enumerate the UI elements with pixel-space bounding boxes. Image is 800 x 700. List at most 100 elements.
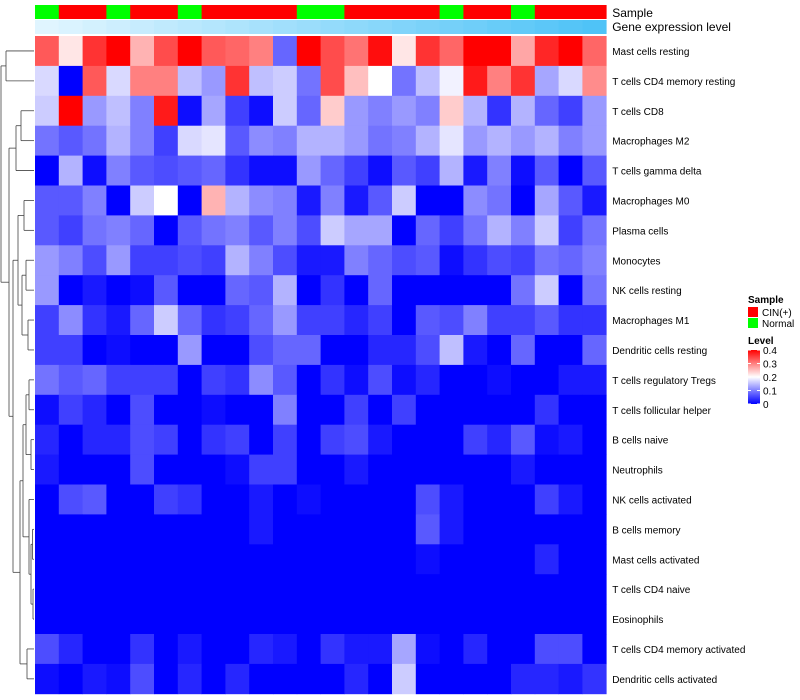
- heatmap-cell: [320, 604, 345, 635]
- heatmap-cell: [487, 125, 512, 156]
- heatmap-cell: [225, 424, 250, 455]
- heatmap-cell: [296, 604, 321, 635]
- heatmap-cell: [392, 394, 417, 426]
- column-annotations: [35, 5, 607, 34]
- heatmap-cell: [82, 604, 107, 635]
- heatmap-cell: [106, 514, 131, 545]
- heatmap-cell: [201, 663, 226, 695]
- heatmap-cell: [201, 424, 226, 455]
- gene-level-annotation-cell: [439, 20, 464, 34]
- heatmap-cell: [249, 394, 274, 426]
- row-label: Dendritic cells activated: [612, 675, 717, 686]
- heatmap-cell: [154, 364, 179, 396]
- heatmap-cell: [273, 36, 298, 67]
- heatmap-cell: [487, 364, 512, 396]
- sample-annotation-cell: [344, 5, 369, 19]
- heatmap-cell: [130, 424, 155, 455]
- heatmap-cell: [130, 514, 155, 545]
- row-label: Monocytes: [612, 256, 660, 267]
- heatmap-cell: [35, 514, 60, 545]
- heatmap-cell: [82, 36, 107, 67]
- heatmap-cell: [463, 514, 488, 545]
- heatmap-cell: [82, 454, 107, 485]
- heatmap-cell: [392, 604, 417, 635]
- legend-tick-label: 0: [763, 400, 769, 411]
- sample-annotation-cell: [320, 5, 345, 19]
- heatmap-cell: [320, 574, 345, 605]
- heatmap-cell: [106, 305, 131, 336]
- heatmap-cell: [201, 604, 226, 635]
- gene-level-annotation-cell: [35, 20, 60, 34]
- heatmap-cell: [320, 514, 345, 545]
- heatmap-cells: [35, 36, 607, 695]
- heatmap-cell: [130, 215, 155, 246]
- heatmap-cell: [82, 65, 107, 97]
- heatmap-cell: [273, 335, 298, 366]
- heatmap-cell: [296, 245, 321, 276]
- heatmap-cell: [463, 65, 488, 97]
- heatmap-cell: [487, 604, 512, 635]
- heatmap-cell: [534, 604, 559, 635]
- heatmap-cell: [296, 454, 321, 485]
- heatmap-cell: [463, 36, 488, 67]
- row-label: T cells CD4 memory resting: [612, 77, 735, 88]
- heatmap-cell: [249, 484, 274, 515]
- heatmap-cell: [582, 125, 607, 156]
- heatmap-cell: [249, 663, 274, 695]
- heatmap-cell: [582, 663, 607, 695]
- heatmap-cell: [296, 335, 321, 366]
- heatmap-cell: [320, 215, 345, 246]
- heatmap-cell: [225, 454, 250, 485]
- heatmap-cell: [344, 604, 369, 635]
- heatmap-cell: [201, 36, 226, 67]
- heatmap-cell: [273, 215, 298, 246]
- heatmap-cell: [130, 185, 155, 216]
- heatmap-cell: [439, 604, 464, 635]
- heatmap-cell: [344, 394, 369, 426]
- heatmap-cell: [463, 185, 488, 216]
- heatmap-cell: [558, 125, 583, 156]
- sample-annotation-cell: [582, 5, 607, 19]
- heatmap-cell: [130, 125, 155, 156]
- heatmap-cell: [344, 484, 369, 515]
- heatmap-cell: [558, 364, 583, 396]
- heatmap-cell: [344, 574, 369, 605]
- heatmap-cell: [392, 364, 417, 396]
- heatmap-cell: [249, 364, 274, 396]
- row-label: T cells CD4 naive: [612, 585, 691, 596]
- heatmap-cell: [558, 36, 583, 67]
- heatmap-cell: [511, 185, 536, 216]
- heatmap-cell: [58, 484, 83, 515]
- heatmap-cell: [296, 125, 321, 156]
- heatmap-cell: [463, 484, 488, 515]
- heatmap-cell: [201, 155, 226, 186]
- gene-level-annotation-cell: [511, 20, 536, 34]
- heatmap-cell: [487, 663, 512, 695]
- heatmap-cell: [439, 275, 464, 306]
- heatmap-cell: [344, 125, 369, 156]
- heatmap-cell: [415, 185, 440, 216]
- heatmap-cell: [106, 454, 131, 485]
- heatmap-cell: [534, 215, 559, 246]
- heatmap-cell: [273, 65, 298, 97]
- heatmap-cell: [130, 663, 155, 695]
- heatmap-cell: [368, 65, 393, 97]
- heatmap-cell: [582, 454, 607, 485]
- row-label: Dendritic cells resting: [612, 346, 707, 357]
- heatmap-cell: [439, 514, 464, 545]
- heatmap-cell: [320, 364, 345, 396]
- heatmap-cell: [177, 275, 202, 306]
- heatmap-cell: [58, 95, 83, 127]
- heatmap-cell: [154, 394, 179, 426]
- heatmap-cell: [320, 663, 345, 695]
- row-label: T cells CD8: [612, 107, 664, 118]
- heatmap-cell: [392, 245, 417, 276]
- heatmap-cell: [511, 484, 536, 515]
- heatmap-cell: [439, 454, 464, 485]
- heatmap-cell: [534, 335, 559, 366]
- heatmap-cell: [130, 155, 155, 186]
- heatmap-cell: [296, 65, 321, 97]
- heatmap-cell: [35, 574, 60, 605]
- heatmap-cell: [58, 125, 83, 156]
